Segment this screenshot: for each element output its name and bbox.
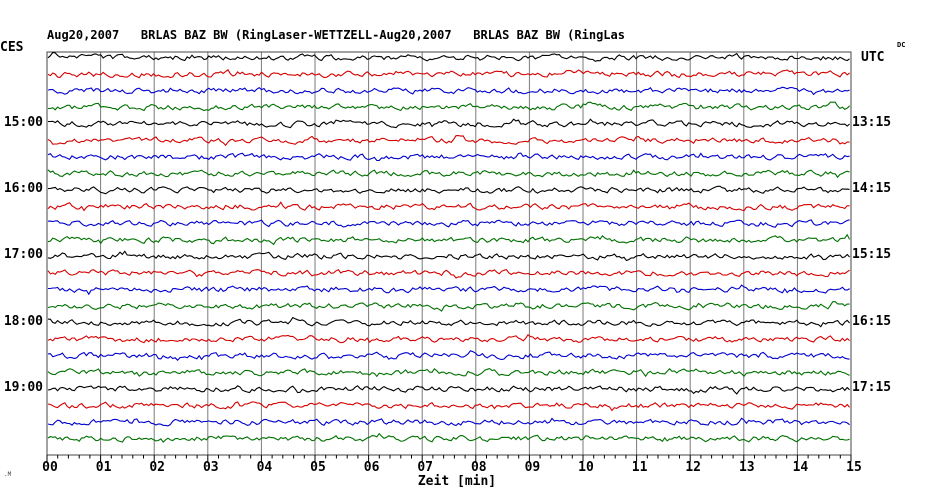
trace-row-24 xyxy=(47,432,850,443)
x-tick-label: 06 xyxy=(363,460,380,475)
trace-row-9 xyxy=(47,185,850,195)
trace-row-22 xyxy=(47,401,851,412)
trace-row-4 xyxy=(48,101,850,112)
local-time-label: 18:00 xyxy=(3,313,43,329)
x-tick-label: 04 xyxy=(256,460,273,475)
trace-row-19 xyxy=(47,350,850,361)
utc-time-label: 17:15 xyxy=(852,379,892,395)
utc-time-label: 14:15 xyxy=(852,181,892,197)
trace-row-20 xyxy=(47,367,850,378)
x-tick-label: 00 xyxy=(42,460,58,475)
x-tick-label: 11 xyxy=(631,460,648,475)
x-tick-label: 15 xyxy=(846,460,862,475)
trace-row-6 xyxy=(47,135,850,147)
trace-row-21 xyxy=(47,385,850,395)
trace-row-17 xyxy=(47,316,851,328)
x-tick-label: 13 xyxy=(738,460,755,475)
dc-column-label: DC xyxy=(897,41,906,49)
trace-row-15 xyxy=(48,284,850,296)
x-tick-label: 08 xyxy=(470,460,487,475)
x-tick-label: 01 xyxy=(95,460,112,475)
x-tick-label: 10 xyxy=(578,460,594,475)
trace-row-14 xyxy=(47,268,850,279)
x-tick-label: 07 xyxy=(417,460,434,475)
trace-row-1 xyxy=(47,51,850,62)
x-tick-label: 14 xyxy=(792,460,809,475)
utc-time-label: 15:15 xyxy=(852,247,892,263)
utc-time-label: 13:15 xyxy=(852,114,892,130)
trace-row-2 xyxy=(47,68,850,79)
x-tick-label: 09 xyxy=(524,460,541,475)
local-time-label: 19:00 xyxy=(3,379,43,395)
local-time-label: 17:00 xyxy=(3,247,43,263)
plot-title: Aug20,2007 BRLAS BAZ BW (RingLaser-WETTZ… xyxy=(47,28,625,42)
timezone-left-label: CES xyxy=(0,40,24,55)
trace-row-16 xyxy=(47,301,850,312)
trace-row-18 xyxy=(47,334,850,344)
trace-row-8 xyxy=(47,169,850,179)
trace-row-11 xyxy=(47,219,850,228)
trace-row-3 xyxy=(47,86,850,96)
utc-time-label: 16:15 xyxy=(852,313,892,329)
local-time-label: 15:00 xyxy=(3,114,43,130)
trace-row-12 xyxy=(47,233,851,246)
trace-row-13 xyxy=(47,250,850,262)
local-time-label: 16:00 xyxy=(3,181,43,197)
plot-frame xyxy=(46,51,852,456)
trace-row-23 xyxy=(47,417,850,427)
x-tick-label: 05 xyxy=(310,460,326,475)
x-axis-title: Zeit [min] xyxy=(417,474,497,489)
x-tick-label: 12 xyxy=(685,460,702,475)
x-tick-label: 03 xyxy=(202,460,219,475)
trace-row-5 xyxy=(47,118,850,129)
x-tick-label: 02 xyxy=(149,460,166,475)
trace-row-10 xyxy=(47,201,850,212)
corner-mark: .M xyxy=(4,471,12,478)
timezone-right-label: UTC xyxy=(861,50,885,65)
trace-row-7 xyxy=(47,152,850,162)
